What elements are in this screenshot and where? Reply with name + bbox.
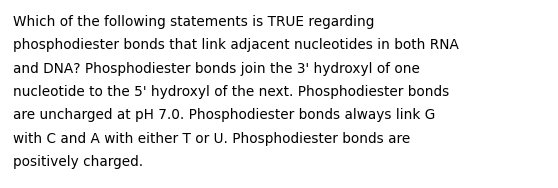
Text: phosphodiester bonds that link adjacent nucleotides in both RNA: phosphodiester bonds that link adjacent … xyxy=(13,38,459,52)
Text: with C and A with either T or U. Phosphodiester bonds are: with C and A with either T or U. Phospho… xyxy=(13,131,410,146)
Text: Which of the following statements is TRUE regarding: Which of the following statements is TRU… xyxy=(13,15,374,29)
Text: positively charged.: positively charged. xyxy=(13,155,143,169)
Text: nucleotide to the 5' hydroxyl of the next. Phosphodiester bonds: nucleotide to the 5' hydroxyl of the nex… xyxy=(13,85,449,99)
Text: and DNA? Phosphodiester bonds join the 3' hydroxyl of one: and DNA? Phosphodiester bonds join the 3… xyxy=(13,62,420,76)
Text: are uncharged at pH 7.0. Phosphodiester bonds always link G: are uncharged at pH 7.0. Phosphodiester … xyxy=(13,108,435,122)
